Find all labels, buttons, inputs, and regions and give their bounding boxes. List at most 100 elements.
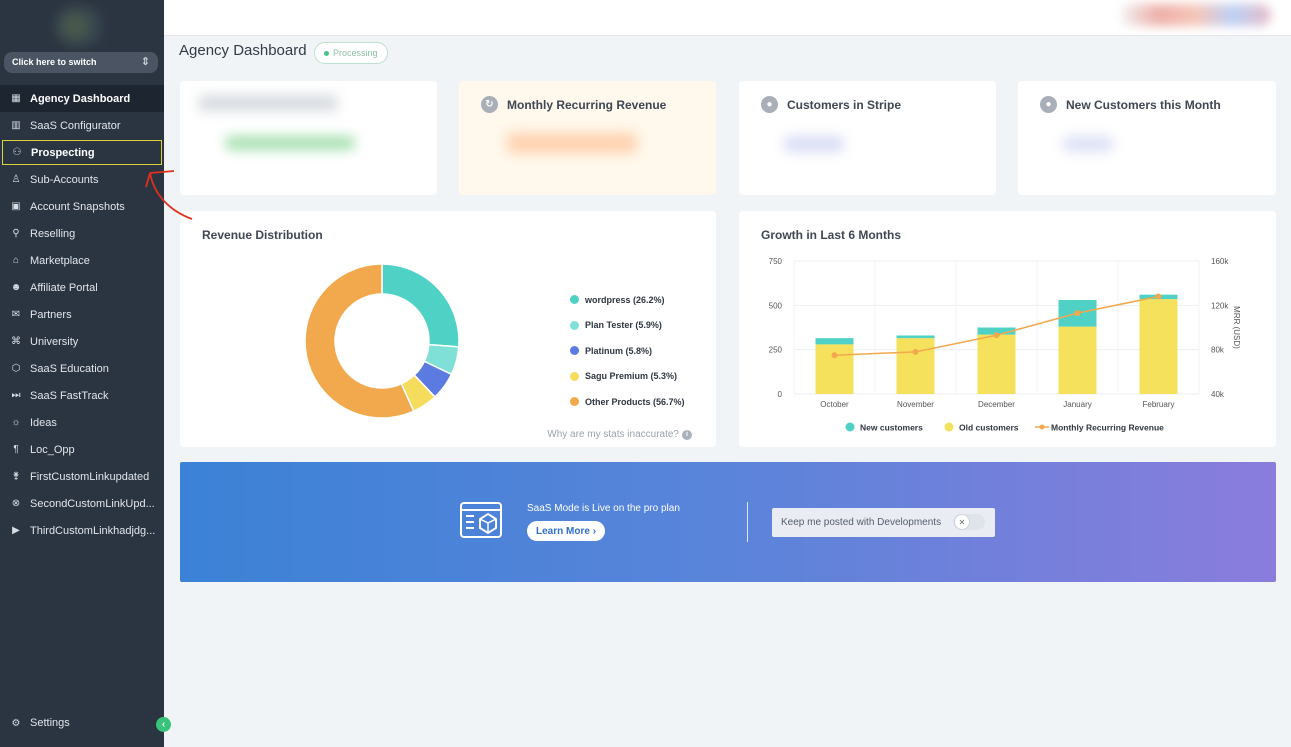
status-label: Processing xyxy=(333,48,378,58)
dashboard-icon: ▦ xyxy=(11,93,21,104)
growth-title: Growth in Last 6 Months xyxy=(761,228,901,242)
company-logo xyxy=(55,6,105,46)
group-icon: ☻ xyxy=(10,282,22,293)
legend-swatch xyxy=(944,422,954,432)
legend-swatch xyxy=(570,397,579,407)
status-badge: Processing xyxy=(314,42,388,64)
sidebar-item-label: Agency Dashboard xyxy=(30,92,131,105)
legend-item[interactable]: Plan Tester (5.9%) xyxy=(570,313,685,339)
sidebar-item-marketplace[interactable]: ⌂ Marketplace xyxy=(0,247,164,274)
keep-posted-toggle[interactable]: ✕ xyxy=(953,514,985,530)
keep-posted-label: Keep me posted with Developments xyxy=(781,517,942,528)
growth-bar-chart: 0 250 500 750 40k 80k 120k 160k MRR (USD) October… xyxy=(769,257,1241,433)
sidebar-item-firstcustomlinkupdated[interactable]: ⚵ FirstCustomLinkupdated xyxy=(0,463,164,490)
legend-swatch xyxy=(570,320,579,330)
legend-swatch xyxy=(570,295,579,305)
sidebar-item-label: Account Snapshots xyxy=(30,200,125,213)
learn-more-label: Learn More xyxy=(536,525,590,537)
dashboard-window-icon xyxy=(460,502,502,543)
stats-inaccurate-link[interactable]: Why are my stats inaccurate? i xyxy=(547,429,692,440)
sidebar: Click here to switch ⇕ ▦ Agency Dashboard… xyxy=(0,0,171,747)
y-tick-label: 500 xyxy=(769,301,783,310)
collapse-sidebar-button[interactable]: ‹ xyxy=(156,717,171,732)
legend-label: Platinum (5.8%) xyxy=(585,345,653,356)
youtube-icon: ▶ xyxy=(12,525,20,536)
legend-item[interactable]: Other Products (56.7%) xyxy=(570,389,685,415)
sidebar-item-reselling[interactable]: ⚲ Reselling xyxy=(0,220,164,247)
customers-title: Customers in Stripe xyxy=(787,97,902,112)
sidebar-item-affiliate-portal[interactable]: ☻ Affiliate Portal xyxy=(0,274,164,301)
account-summary-card xyxy=(180,81,437,195)
legend-swatch xyxy=(570,371,579,381)
chevron-right-icon: › xyxy=(592,525,597,537)
new-customers-card: ● New Customers this Month xyxy=(1018,81,1276,195)
text-icon: ¶ xyxy=(13,444,19,455)
chevron-updown-icon: ⇕ xyxy=(140,56,150,68)
legend-label: Monthly Recurring Revenue xyxy=(1051,423,1164,433)
sidebar-item-agency-dashboard[interactable]: ▦ Agency Dashboard xyxy=(0,85,164,112)
legend-item[interactable]: wordpress (26.2%) xyxy=(570,287,685,313)
user-avatars[interactable] xyxy=(1121,4,1271,26)
sidebar-item-settings[interactable]: ⚙ Settings xyxy=(9,716,70,730)
snapshot-icon: ▣ xyxy=(11,201,21,212)
sidebar-item-saas-configurator[interactable]: ▥ SaaS Configurator xyxy=(0,112,164,139)
bar-new-customers xyxy=(815,338,854,345)
sidebar-item-saas-fasttrack[interactable]: ⏭ SaaS FastTrack xyxy=(0,382,164,409)
bag-icon: ⌂ xyxy=(12,255,20,266)
sidebar-item-thirdcustomlinkhadjdg[interactable]: ▶ ThirdCustomLinkhadjdg... xyxy=(0,517,164,544)
bar-new-customers xyxy=(977,327,1016,335)
sidebar-item-ideas[interactable]: ☼ Ideas xyxy=(0,409,164,436)
user-icon: ♙ xyxy=(11,174,21,185)
mrr-point xyxy=(1155,293,1162,300)
sidebar-item-label: Sub-Accounts xyxy=(30,173,99,186)
sidebar-item-prospecting[interactable]: ⚇ Prospecting xyxy=(1,139,163,166)
legend-swatch xyxy=(1039,424,1045,430)
sidebar-item-label: SecondCustomLinkUpd... xyxy=(30,497,155,510)
sidebar-item-label: Partners xyxy=(30,308,72,321)
y2-tick-label: 160k xyxy=(1211,257,1229,266)
info-icon: i xyxy=(682,429,692,440)
status-dot xyxy=(324,50,329,56)
sidebar-item-label: Loc_Opp xyxy=(30,443,75,456)
legend-item[interactable]: Platinum (5.8%) xyxy=(570,338,685,364)
y2-tick-label: 40k xyxy=(1211,390,1225,399)
blurred-mrr-value xyxy=(507,133,637,153)
legend-label: Sagu Premium (5.3%) xyxy=(585,371,678,382)
sidebar-item-label: Affiliate Portal xyxy=(30,281,98,294)
donut-slice[interactable] xyxy=(381,263,460,348)
y2-axis-label: MRR (USD) xyxy=(1232,306,1241,349)
blurred-account-name xyxy=(198,95,338,111)
sidebar-item-label: Marketplace xyxy=(30,254,90,267)
sidebar-item-saas-education[interactable]: ⬡ SaaS Education xyxy=(0,355,164,382)
users-icon: ⚇ xyxy=(12,147,22,158)
sidebar-item-account-snapshots[interactable]: ▣ Account Snapshots xyxy=(0,193,164,220)
top-bar xyxy=(164,0,1291,36)
banner-divider xyxy=(747,502,748,542)
donut-slice[interactable] xyxy=(304,263,415,419)
sidebar-item-loc-opp[interactable]: ¶ Loc_Opp xyxy=(0,436,164,463)
new-customers-title: New Customers this Month xyxy=(1066,97,1221,112)
annotation-arrow xyxy=(145,170,193,220)
sidebar-item-sub-accounts[interactable]: ♙ Sub-Accounts xyxy=(0,166,164,193)
sidebar-item-university[interactable]: ⌘ University xyxy=(0,328,164,355)
xbox-icon: ⊗ xyxy=(11,498,21,509)
y2-tick-label: 80k xyxy=(1211,346,1225,355)
legend-label: Plan Tester (5.9%) xyxy=(585,320,662,331)
legend-item[interactable]: Sagu Premium (5.3%) xyxy=(570,364,685,390)
sidebar-item-secondcustomlinkupd[interactable]: ⊗ SecondCustomLinkUpd... xyxy=(0,490,164,517)
legend-label: New customers xyxy=(860,423,923,433)
keep-posted-toggle-row[interactable]: Keep me posted with Developments ✕ xyxy=(772,508,995,537)
learn-more-button[interactable]: Learn More › xyxy=(527,521,606,541)
bar-new-customers xyxy=(896,335,935,339)
revenue-distribution-card: Revenue Distribution wordpress (26.2%) Pl… xyxy=(180,211,716,447)
box-icon: ⬡ xyxy=(11,363,21,374)
sidebar-item-label: SaaS Education xyxy=(30,362,109,375)
handshake-icon: ✉ xyxy=(11,309,21,320)
customer-icon: ● xyxy=(1040,96,1057,113)
donut-legend: wordpress (26.2%) Plan Tester (5.9%) Plati… xyxy=(570,287,685,415)
sidebar-item-partners[interactable]: ✉ Partners xyxy=(0,301,164,328)
y2-tick-label: 120k xyxy=(1211,301,1229,310)
y-tick-label: 250 xyxy=(769,346,783,355)
sidebar-item-label: SaaS Configurator xyxy=(30,119,121,132)
account-switcher[interactable]: Click here to switch ⇕ xyxy=(4,52,158,73)
